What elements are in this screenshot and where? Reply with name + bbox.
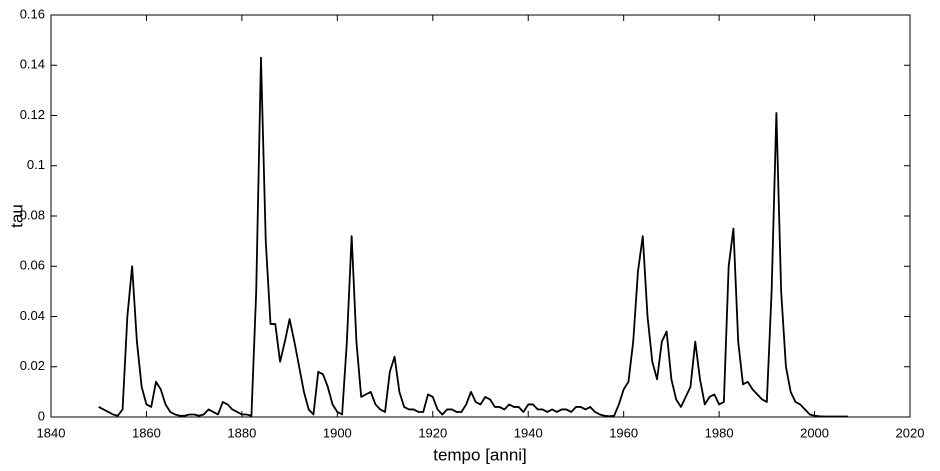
x-tick-label: 1900 — [323, 425, 352, 440]
y-tick-label: 0.12 — [20, 107, 45, 122]
x-tick-label: 2020 — [896, 425, 925, 440]
x-tick-label: 1960 — [609, 425, 638, 440]
y-tick-label: 0.16 — [20, 6, 45, 21]
plot-frame — [50, 14, 911, 418]
y-tick-label: 0.08 — [20, 207, 45, 222]
y-tick-label: 0.02 — [20, 358, 45, 373]
x-tick-label: 1880 — [227, 425, 256, 440]
x-tick-label: 1980 — [705, 425, 734, 440]
y-tick-label: 0.14 — [20, 57, 45, 72]
data-line — [98, 56, 848, 418]
x-tick-label: 1920 — [418, 425, 447, 440]
x-tick-label: 1860 — [132, 425, 161, 440]
y-tick-label: 0.06 — [20, 258, 45, 273]
y-axis-label: tau — [7, 204, 26, 228]
x-tick-label: 1840 — [37, 425, 66, 440]
x-tick-label: 1940 — [514, 425, 543, 440]
y-tick-label: 0 — [38, 408, 45, 423]
y-tick-label: 0.04 — [20, 308, 45, 323]
y-tick-label: 0.1 — [27, 157, 45, 172]
x-axis-label: tempo [anni] — [433, 445, 527, 464]
x-tick-label: 2000 — [800, 425, 829, 440]
